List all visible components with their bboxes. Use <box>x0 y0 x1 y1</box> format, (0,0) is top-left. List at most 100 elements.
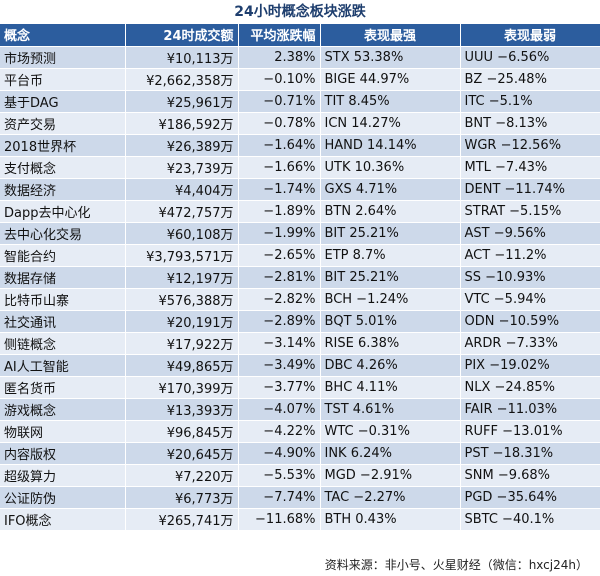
avg-change-cell: −0.78% <box>238 112 321 135</box>
concept-cell: 游戏概念 <box>0 398 126 421</box>
avg-change-cell: 2.38% <box>238 46 321 69</box>
avg-change-cell: −0.10% <box>238 68 321 91</box>
volume-cell: ¥96,845万 <box>125 420 239 443</box>
concept-cell: 数据经济 <box>0 178 126 201</box>
header-worst: 表现最弱 <box>460 24 600 47</box>
table-row: 内容版权 ¥20,645万 −4.90% INK 6.24% PST −18.31% <box>0 442 600 465</box>
table-row: 公证防伪 ¥6,773万 −7.74% TAC −2.27% PGD −35.64% <box>0 486 600 509</box>
concept-cell: IFO概念 <box>0 508 126 531</box>
table-row: 超级算力 ¥7,220万 −5.53% MGD −2.91% SNM −9.68% <box>0 464 600 487</box>
worst-performer-cell: PST −18.31% <box>460 442 600 465</box>
avg-change-cell: −1.66% <box>238 156 321 179</box>
concept-cell: AI人工智能 <box>0 354 126 377</box>
worst-performer-cell: ARDR −7.33% <box>460 332 600 355</box>
best-performer-cell: BHC 4.11% <box>320 376 461 399</box>
header-row: 概念 24时成交额 平均涨跌幅 表现最强 表现最弱 <box>0 24 600 47</box>
best-performer-cell: TST 4.61% <box>320 398 461 421</box>
table-row: 游戏概念 ¥13,393万 −4.07% TST 4.61% FAIR −11.03% <box>0 398 600 421</box>
volume-cell: ¥186,592万 <box>125 112 239 135</box>
table-row: 基于DAG ¥25,961万 −0.71% TIT 8.45% ITC −5.1% <box>0 90 600 113</box>
avg-change-cell: −2.81% <box>238 266 321 289</box>
best-performer-cell: BIT 25.21% <box>320 266 461 289</box>
avg-change-cell: −11.68% <box>238 508 321 531</box>
volume-cell: ¥4,404万 <box>125 178 239 201</box>
volume-cell: ¥25,961万 <box>125 90 239 113</box>
volume-cell: ¥170,399万 <box>125 376 239 399</box>
best-performer-cell: BQT 5.01% <box>320 310 461 333</box>
avg-change-cell: −1.64% <box>238 134 321 157</box>
volume-cell: ¥6,773万 <box>125 486 239 509</box>
concept-cell: 去中心化交易 <box>0 222 126 245</box>
best-performer-cell: MGD −2.91% <box>320 464 461 487</box>
table-row: 匿名货币 ¥170,399万 −3.77% BHC 4.11% NLX −24.85% <box>0 376 600 399</box>
best-performer-cell: RISE 6.38% <box>320 332 461 355</box>
header-avg-change: 平均涨跌幅 <box>238 24 321 47</box>
header-concept: 概念 <box>0 24 126 47</box>
volume-cell: ¥472,757万 <box>125 200 239 223</box>
worst-performer-cell: ITC −5.1% <box>460 90 600 113</box>
best-performer-cell: DBC 4.26% <box>320 354 461 377</box>
avg-change-cell: −3.14% <box>238 332 321 355</box>
table-row: 数据存储 ¥12,197万 −2.81% BIT 25.21% SS −10.93% <box>0 266 600 289</box>
table-row: 2018世界杯 ¥26,389万 −1.64% HAND 14.14% WGR −12.… <box>0 134 600 157</box>
concept-cell: 比特币山寨 <box>0 288 126 311</box>
header-volume: 24时成交额 <box>125 24 239 47</box>
table-row: IFO概念 ¥265,741万 −11.68% BTH 0.43% SBTC −40.1… <box>0 508 600 531</box>
table-row: 数据经济 ¥4,404万 −1.74% GXS 4.71% DENT −11.74% <box>0 178 600 201</box>
worst-performer-cell: SS −10.93% <box>460 266 600 289</box>
worst-performer-cell: VTC −5.94% <box>460 288 600 311</box>
table-row: 平台币 ¥2,662,358万 −0.10% BIGE 44.97% BZ −25.48… <box>0 68 600 91</box>
volume-cell: ¥20,645万 <box>125 442 239 465</box>
table-row: 社交通讯 ¥20,191万 −2.89% BQT 5.01% ODN −10.59% <box>0 310 600 333</box>
concept-cell: 资产交易 <box>0 112 126 135</box>
volume-cell: ¥10,113万 <box>125 46 239 69</box>
table-row: 市场预测 ¥10,113万 2.38% STX 53.38% UUU −6.56% <box>0 46 600 69</box>
concept-cell: 超级算力 <box>0 464 126 487</box>
avg-change-cell: −7.74% <box>238 486 321 509</box>
worst-performer-cell: NLX −24.85% <box>460 376 600 399</box>
volume-cell: ¥576,388万 <box>125 288 239 311</box>
avg-change-cell: −5.53% <box>238 464 321 487</box>
avg-change-cell: −4.22% <box>238 420 321 443</box>
volume-cell: ¥23,739万 <box>125 156 239 179</box>
table-row: 资产交易 ¥186,592万 −0.78% ICN 14.27% BNT −8.13% <box>0 112 600 135</box>
volume-cell: ¥7,220万 <box>125 464 239 487</box>
concept-cell: Dapp去中心化 <box>0 200 126 223</box>
best-performer-cell: BTN 2.64% <box>320 200 461 223</box>
worst-performer-cell: MTL −7.43% <box>460 156 600 179</box>
table-row: 比特币山寨 ¥576,388万 −2.82% BCH −1.24% VTC −5.94% <box>0 288 600 311</box>
volume-cell: ¥12,197万 <box>125 266 239 289</box>
best-performer-cell: ETP 8.7% <box>320 244 461 267</box>
worst-performer-cell: FAIR −11.03% <box>460 398 600 421</box>
worst-performer-cell: AST −9.56% <box>460 222 600 245</box>
worst-performer-cell: PIX −19.02% <box>460 354 600 377</box>
volume-cell: ¥17,922万 <box>125 332 239 355</box>
best-performer-cell: TAC −2.27% <box>320 486 461 509</box>
concept-cell: 数据存储 <box>0 266 126 289</box>
source-note: 资料来源：非小号、火星财经（微信：hxcj24h） <box>324 558 588 572</box>
avg-change-cell: −4.90% <box>238 442 321 465</box>
avg-change-cell: −4.07% <box>238 398 321 421</box>
best-performer-cell: INK 6.24% <box>320 442 461 465</box>
table-body: 市场预测 ¥10,113万 2.38% STX 53.38% UUU −6.56% 平台币… <box>0 46 600 531</box>
worst-performer-cell: PGD −35.64% <box>460 486 600 509</box>
volume-cell: ¥2,662,358万 <box>125 68 239 91</box>
concept-cell: 市场预测 <box>0 46 126 69</box>
best-performer-cell: HAND 14.14% <box>320 134 461 157</box>
concept-cell: 侧链概念 <box>0 332 126 355</box>
concept-cell: 公证防伪 <box>0 486 126 509</box>
worst-performer-cell: SBTC −40.1% <box>460 508 600 531</box>
avg-change-cell: −1.89% <box>238 200 321 223</box>
worst-performer-cell: WGR −12.56% <box>460 134 600 157</box>
concept-cell: 平台币 <box>0 68 126 91</box>
table-row: Dapp去中心化 ¥472,757万 −1.89% BTN 2.64% STRAT −5… <box>0 200 600 223</box>
table-row: 去中心化交易 ¥60,108万 −1.99% BIT 25.21% AST −9.56% <box>0 222 600 245</box>
concept-cell: 智能合约 <box>0 244 126 267</box>
best-performer-cell: BIGE 44.97% <box>320 68 461 91</box>
concept-cell: 社交通讯 <box>0 310 126 333</box>
avg-change-cell: −3.49% <box>238 354 321 377</box>
best-performer-cell: ICN 14.27% <box>320 112 461 135</box>
best-performer-cell: BCH −1.24% <box>320 288 461 311</box>
concept-cell: 支付概念 <box>0 156 126 179</box>
